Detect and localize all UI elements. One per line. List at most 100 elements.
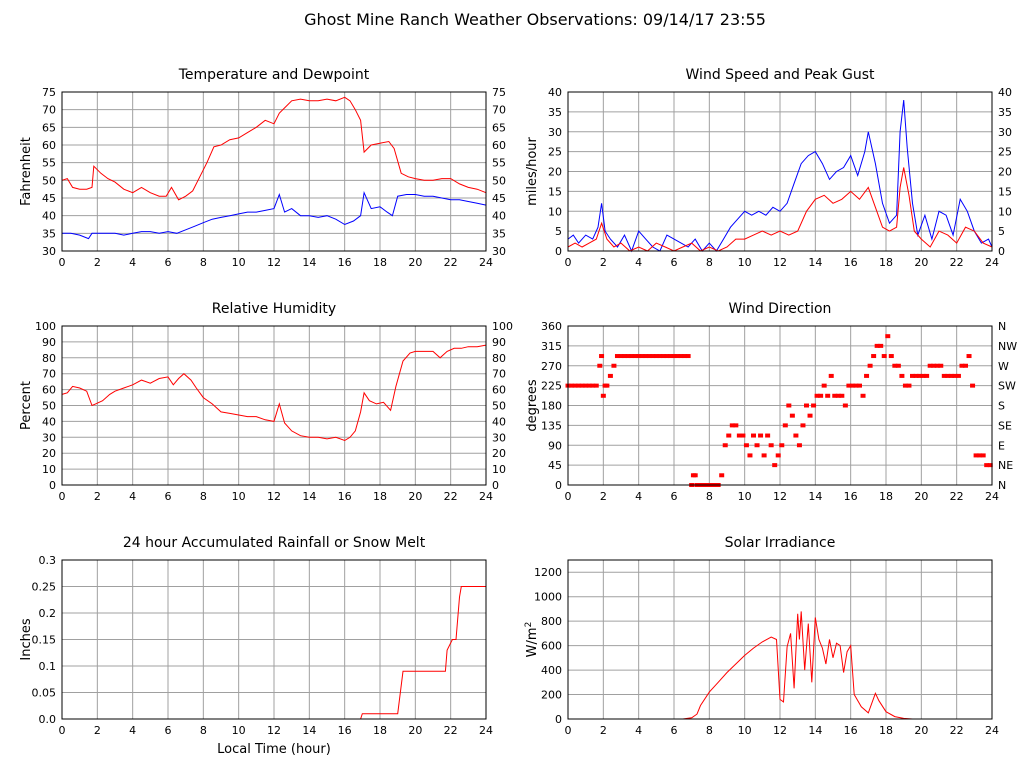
x-tick-label: 20: [408, 724, 422, 737]
x-tick-label: 18: [879, 724, 893, 737]
x-tick-label: 14: [808, 724, 822, 737]
y-tick-label: 0.3: [39, 554, 57, 567]
x-tick-label: 18: [879, 490, 893, 503]
y2-tick-label: 60: [492, 384, 506, 397]
chart-title: Relative Humidity: [212, 301, 336, 317]
data-point: [835, 393, 841, 398]
y2-tick-label: 50: [492, 174, 506, 187]
y2-tick-label: 70: [492, 104, 506, 117]
x-tick-label: 24: [985, 490, 999, 503]
x-tick-label: 22: [444, 490, 458, 503]
data-point: [625, 354, 631, 359]
x-tick-label: 20: [408, 490, 422, 503]
data-point: [931, 363, 937, 368]
x-tick-label: 14: [808, 490, 822, 503]
x-tick-label: 6: [671, 256, 678, 269]
data-point: [726, 433, 732, 438]
x-tick-label: 22: [444, 724, 458, 737]
y-tick-label: 10: [548, 205, 562, 218]
y-tick-label: 80: [42, 352, 56, 365]
data-point: [804, 403, 809, 408]
y-tick-label: 40: [42, 415, 56, 428]
x-tick-label: 24: [479, 724, 493, 737]
data-point: [945, 373, 951, 378]
x-tick-label: 0: [565, 724, 572, 737]
y2-tick-label: 90: [492, 336, 506, 349]
x-tick-label: 8: [200, 724, 207, 737]
y-tick-label: 800: [541, 615, 562, 628]
data-point: [685, 354, 691, 359]
x-tick-label: 16: [338, 256, 352, 269]
x-tick-label: 2: [600, 256, 607, 269]
y-tick-label: 10: [42, 463, 56, 476]
data-point: [682, 354, 688, 359]
y2-tick-label: 80: [492, 352, 506, 365]
y-tick-label: 360: [541, 320, 562, 333]
data-point: [853, 383, 859, 388]
wind-direction-chart: 0 2 4 6 8 10 12 14 16 18 20 22 240459013518022527031…: [525, 301, 1017, 503]
y2-tick-label: 0: [998, 245, 1005, 258]
x-tick-label: 0: [59, 724, 66, 737]
humidity-chart: 0 2 4 6 8 10 12 14 16 18 20 22 240102030405060708090…: [19, 301, 513, 503]
data-point: [899, 373, 905, 378]
x-tick-label: 6: [165, 256, 172, 269]
y-tick-label: 65: [42, 121, 56, 134]
x-tick-label: 10: [232, 724, 246, 737]
data-point: [572, 383, 578, 388]
data-point: [607, 373, 613, 378]
y-tick-label: 35: [548, 106, 562, 119]
x-tick-label: 12: [773, 490, 787, 503]
y-tick-label: 270: [541, 360, 562, 373]
data-point: [857, 383, 862, 388]
data-point: [650, 354, 656, 359]
data-point: [632, 354, 638, 359]
x-tick-label: 4: [129, 256, 136, 269]
x-tick-label: 22: [950, 490, 964, 503]
y-tick-label: 40: [548, 86, 562, 99]
y-tick-label: 0.1: [39, 660, 57, 673]
y-tick-label: 1000: [534, 591, 562, 604]
data-point: [796, 443, 802, 448]
y-tick-label: 1200: [534, 566, 562, 579]
data-point: [959, 363, 965, 368]
y-tick-label: 5: [555, 225, 562, 238]
y-tick-label: 75: [42, 86, 56, 99]
y-axis-label: Percent: [19, 381, 34, 430]
y2-tick-label: 10: [492, 463, 506, 476]
data-point: [664, 354, 670, 359]
y-tick-label: 50: [42, 400, 56, 413]
x-tick-label: 4: [129, 724, 136, 737]
temperature-chart: 0 2 4 6 8 10 12 14 16 18 20 22 243035404550556065707…: [19, 67, 506, 269]
data-point: [747, 453, 753, 458]
y-tick-label: 60: [42, 139, 56, 152]
y-tick-label: 15: [548, 185, 562, 198]
data-point: [740, 433, 746, 438]
y2-tick-label: 30: [492, 431, 506, 444]
data-point: [586, 383, 592, 388]
data-point: [569, 383, 575, 388]
y2-tick-label: NW: [998, 340, 1017, 353]
x-tick-label: 8: [200, 256, 207, 269]
data-point: [941, 373, 947, 378]
y-tick-label: 0.2: [39, 607, 57, 620]
page-title: Ghost Mine Ranch Weather Observations: 0…: [304, 10, 766, 29]
y2-tick-label: 20: [998, 166, 1012, 179]
y-tick-label: 55: [42, 157, 56, 170]
y-tick-label: 0.15: [32, 634, 57, 647]
data-point: [618, 354, 624, 359]
series-line-1: [62, 190, 487, 240]
data-point: [675, 354, 681, 359]
data-point: [761, 453, 767, 458]
x-tick-label: 6: [165, 724, 172, 737]
chart-title: Temperature and Dewpoint: [178, 67, 370, 83]
x-tick-label: 24: [985, 256, 999, 269]
data-point: [924, 373, 930, 378]
data-point: [821, 383, 827, 388]
series-line-0: [567, 99, 993, 253]
y-tick-label: 20: [42, 447, 56, 460]
y-tick-label: 400: [541, 664, 562, 677]
solar-chart: 0 2 4 6 8 10 12 14 16 18 20 22 240200400600800100012…: [524, 535, 999, 737]
y2-tick-label: 75: [492, 86, 506, 99]
series-line-0: [61, 96, 487, 201]
x-tick-label: 16: [844, 256, 858, 269]
